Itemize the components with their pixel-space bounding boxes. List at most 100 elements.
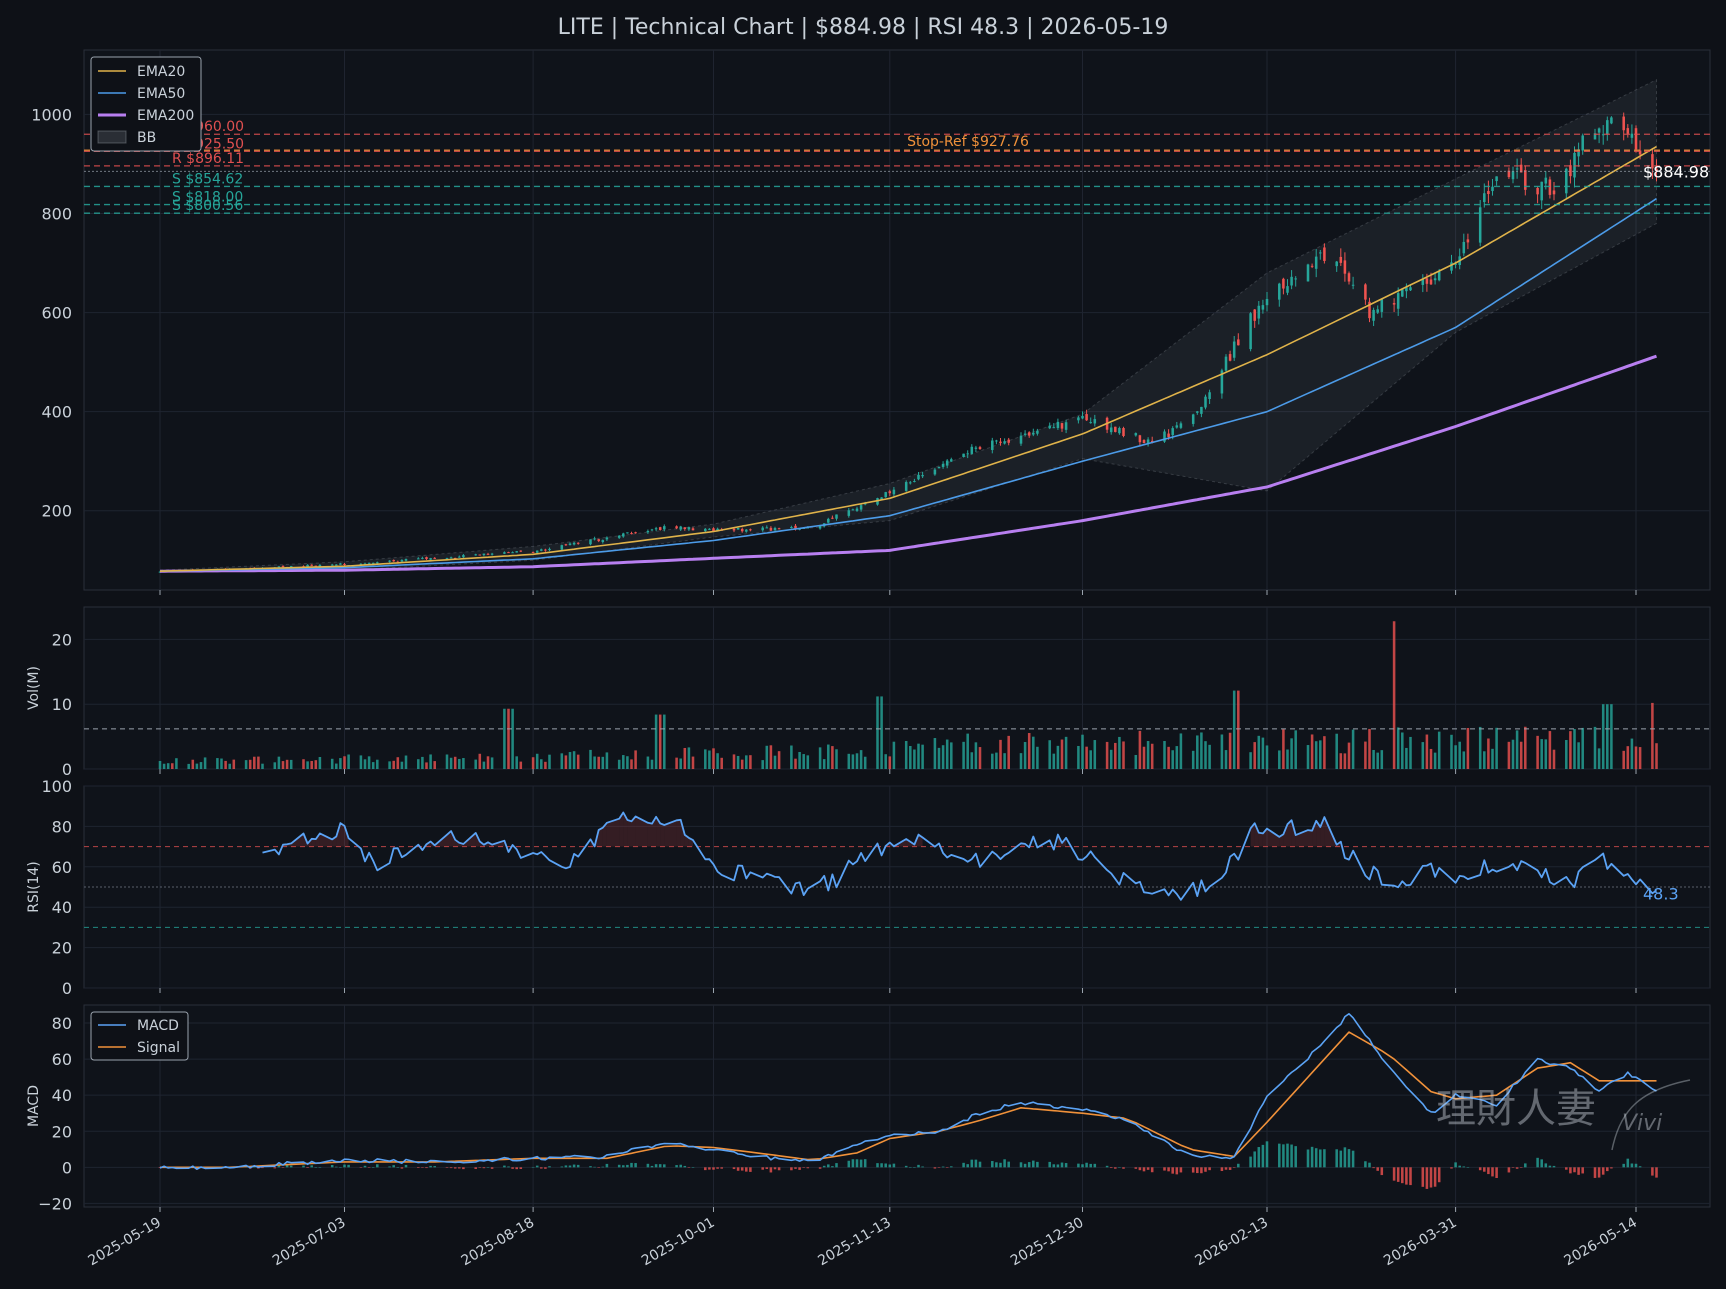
candle [404, 558, 408, 562]
volume-bar [904, 740, 908, 769]
macd-histogram-bar [1372, 1167, 1375, 1169]
macd-histogram-bar [1548, 1165, 1552, 1168]
candle-body [863, 503, 867, 505]
candle [593, 536, 596, 541]
macd-histogram-bar [359, 1167, 363, 1168]
volume-bar [691, 756, 695, 769]
volume-bar [318, 757, 322, 769]
volume-bar [1536, 735, 1539, 769]
volume-bar [1109, 749, 1113, 769]
volume-bar [654, 714, 658, 769]
volume-bar [429, 754, 432, 769]
candle [1282, 277, 1285, 295]
volume-bar [519, 761, 523, 769]
volume-y-tick-label: 10 [52, 695, 72, 714]
volume-bar [1483, 751, 1486, 769]
macd-histogram-bar [945, 1167, 949, 1168]
volume-bar [658, 714, 662, 769]
rsi-overbought-fill [635, 816, 648, 847]
rsi-overbought-fill [1258, 832, 1263, 847]
candle-body [859, 505, 863, 510]
candle-body [1610, 117, 1613, 124]
volume-bar [1220, 734, 1224, 769]
volume-bar [761, 760, 764, 769]
volume-bar [1056, 745, 1060, 769]
volume-bar [166, 763, 170, 769]
volume-bar [732, 754, 736, 769]
rsi-overbought-fill [631, 816, 636, 847]
candle-body [1204, 396, 1207, 408]
volume-bar [1237, 690, 1240, 769]
volume-bar [937, 747, 941, 769]
candle-body [1437, 271, 1441, 281]
volume-bar [1339, 753, 1343, 769]
macd-histogram-bar [1310, 1146, 1314, 1168]
legend-label-ema50: EMA50 [137, 86, 185, 102]
volume-bar [486, 756, 490, 769]
volume-bar [859, 750, 863, 769]
stop-ref-label: Stop-Ref $927.76 [907, 134, 1029, 150]
candle-body [433, 557, 436, 559]
macd-histogram-bar [658, 1164, 662, 1168]
candle [687, 526, 691, 532]
candle [683, 527, 687, 531]
candle-body [589, 539, 592, 545]
volume-bar [1019, 753, 1023, 769]
macd-histogram-bar [679, 1164, 682, 1168]
candle-body [417, 558, 420, 560]
candle-body [1454, 263, 1457, 265]
volume-y-label: Vol(M) [26, 666, 42, 710]
macd-histogram-bar [1036, 1161, 1039, 1168]
macd-histogram-bar [1228, 1167, 1232, 1170]
candle [1060, 422, 1064, 432]
candle-body [1220, 370, 1224, 394]
candle-body [1114, 426, 1117, 432]
candle-body [601, 540, 605, 543]
macd-histogram-bar [978, 1161, 982, 1168]
candle-body [572, 542, 576, 545]
candle [1319, 249, 1322, 260]
volume-bar [1060, 739, 1064, 769]
macd-histogram-bar [388, 1166, 391, 1168]
candle-body [630, 533, 633, 535]
macd-histogram-bar [589, 1166, 592, 1168]
candle [1064, 419, 1068, 434]
macd-histogram-bar [1278, 1143, 1281, 1168]
candle-body [732, 528, 736, 531]
volume-bar [827, 744, 830, 769]
candle [1478, 200, 1482, 247]
candle-body [1142, 440, 1146, 444]
candle [1565, 167, 1568, 199]
candle-body [1232, 341, 1236, 358]
candle-body [917, 474, 920, 480]
macd-histogram-bar [1261, 1144, 1265, 1168]
macd-histogram-bar [876, 1163, 879, 1168]
rsi-overbought-fill [315, 833, 320, 847]
macd-histogram-bar [261, 1167, 264, 1169]
candle-body [1294, 278, 1297, 280]
candle [745, 529, 748, 533]
candle-body [339, 563, 342, 565]
volume-bar [909, 745, 912, 769]
candle-body [921, 475, 924, 477]
candle [515, 550, 518, 553]
macd-histogram-bar [1179, 1167, 1183, 1173]
volume-bar [1150, 743, 1154, 769]
macd-histogram-bar [740, 1167, 744, 1171]
candle [1515, 158, 1519, 179]
macd-histogram-bar [560, 1166, 564, 1168]
macd-histogram-bar [540, 1167, 543, 1169]
candle-body [560, 545, 564, 550]
candle [708, 528, 711, 531]
volume-bar [1232, 690, 1236, 769]
macd-histogram-bar [1454, 1162, 1457, 1168]
candle [1536, 186, 1539, 204]
macd-histogram-bar [1118, 1167, 1121, 1168]
macd-histogram-bar [1286, 1143, 1289, 1168]
last-price-label: $884.98 [1643, 162, 1709, 181]
candle [769, 526, 773, 532]
volume-bar [285, 759, 289, 769]
volume-bar [404, 755, 408, 769]
candle-body [1487, 190, 1490, 195]
candle-body [548, 548, 551, 551]
